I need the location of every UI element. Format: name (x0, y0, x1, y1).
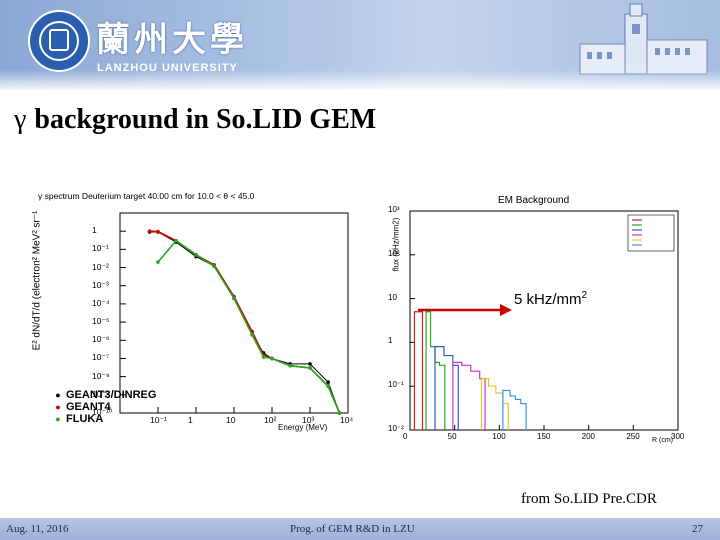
x-tick-label: 1 (188, 415, 193, 425)
em-flux-series (434, 346, 459, 430)
source-note: from So.LID Pre.CDR (521, 491, 657, 507)
gamma-data-point (270, 356, 274, 361)
gamma-series-line (157, 239, 341, 414)
y-tick-label: 10⁻¹ (388, 380, 404, 390)
y-tick-label: 10⁻² (92, 261, 109, 272)
slide-title: γ background in So.LID GEM (14, 104, 376, 136)
gamma-data-point (194, 253, 198, 257)
gamma-series-line (149, 230, 341, 414)
gamma-spectrum-xlabel: Energy (MeV) (278, 423, 328, 432)
em-flux-series (502, 389, 527, 430)
y-tick-label: 10⁻³ (92, 279, 109, 290)
gamma-data-point (174, 238, 178, 243)
gamma-spectrum-frame (119, 212, 349, 414)
footer-bar: Aug. 11, 2016 Prog. of GEM R&D in LZU 27 (0, 518, 720, 540)
x-tick-label: 250 (626, 432, 640, 441)
y-tick-label: 10⁻⁸ (92, 370, 110, 381)
gamma-data-point (308, 366, 312, 370)
campus-building-icon (579, 3, 708, 75)
gamma-series-line (149, 231, 341, 414)
x-tick-label: 10² (264, 415, 277, 425)
legend-item-geant4: ● GEANT4 (55, 401, 111, 413)
y-tick-label: 10⁻¹ (92, 243, 109, 254)
legend-item-geant3: ● GEANT3/DINREG (55, 389, 157, 401)
y-tick-label: 10⁻² (388, 424, 404, 433)
x-tick-label: 10⁻¹ (150, 415, 167, 425)
gamma-data-point (337, 411, 342, 415)
y-tick-label: 1 (92, 225, 97, 236)
gamma-data-point (147, 229, 152, 233)
footer-talk-title: Prog. of GEM R&D in LZU (290, 523, 415, 535)
y-tick-label: 10⁻⁵ (92, 316, 110, 327)
rate-annotation: 5 kHz/mm2 (514, 290, 588, 308)
title-gamma-symbol: γ (14, 104, 27, 135)
gamma-data-point (232, 296, 236, 301)
y-tick-label: 10⁻¹⁰ (92, 407, 113, 417)
header-banner: 蘭州大學 LANZHOU UNIVERSITY (0, 0, 720, 90)
x-tick-label: 200 (581, 432, 596, 441)
x-tick-label: 50 (447, 432, 457, 441)
em-background-chart: EM Background flux (kHz/mm2) R (cm) 0 50 1… (380, 185, 685, 445)
gamma-spectrum-legend: ● GEANT3/DINREG ● GEANT4 ● FLUKA (50, 389, 156, 425)
gamma-data-point (308, 362, 312, 366)
gamma-data-point (326, 380, 330, 384)
em-background-xlabel: R (cm) (652, 437, 673, 444)
university-name-cn: 蘭州大學 (96, 20, 248, 60)
y-tick-label: 1 (388, 336, 393, 346)
gamma-data-point (326, 384, 330, 388)
em-flux-series (413, 311, 424, 430)
gamma-spectrum-title: γ spectrum Deuterium target 40.00 cm for… (38, 191, 255, 201)
em-flux-series (480, 377, 509, 430)
x-tick-label: 300 (671, 432, 685, 441)
gamma-data-point (156, 260, 160, 264)
university-seal-icon (28, 10, 90, 72)
x-tick-label: 10⁴ (340, 415, 354, 425)
y-tick-label: 10 (388, 292, 397, 302)
gamma-data-point (212, 264, 216, 268)
x-tick-label: 10³ (302, 415, 315, 425)
y-tick-label: 10⁻⁷ (92, 352, 110, 363)
gamma-spectrum-chart: γ spectrum Deuterium target 40.00 cm for… (20, 185, 365, 435)
legend-item-fluka: ● FLUKA (55, 413, 104, 425)
footer-date: Aug. 11, 2016 (6, 523, 69, 535)
x-tick-label: 150 (537, 432, 551, 441)
gamma-data-point (250, 332, 254, 337)
x-tick-label: 100 (492, 432, 506, 441)
y-tick-label: 10⁻⁶ (92, 334, 110, 345)
em-background-plot-area (409, 210, 679, 431)
gamma-spectrum-ylabel: E² dN/dT/d (electron² MeV² sr⁻¹ (31, 210, 43, 351)
title-text: background in So.LID GEM (34, 104, 377, 135)
x-tick-label: 0 (403, 432, 408, 441)
gamma-data-point (261, 355, 266, 359)
em-background-title: EM Background (498, 195, 570, 206)
y-tick-label: 10⁻⁴ (92, 297, 110, 308)
footer-page-number: 27 (692, 523, 703, 535)
x-tick-label: 10 (226, 415, 236, 425)
y-tick-label: 10² (388, 248, 400, 258)
gamma-spectrum-plot-area (119, 212, 349, 415)
y-tick-label: 10⁻⁹ (92, 388, 110, 399)
gamma-data-point (156, 229, 160, 234)
gamma-data-point (288, 363, 292, 368)
y-tick-label: 10³ (388, 205, 400, 214)
